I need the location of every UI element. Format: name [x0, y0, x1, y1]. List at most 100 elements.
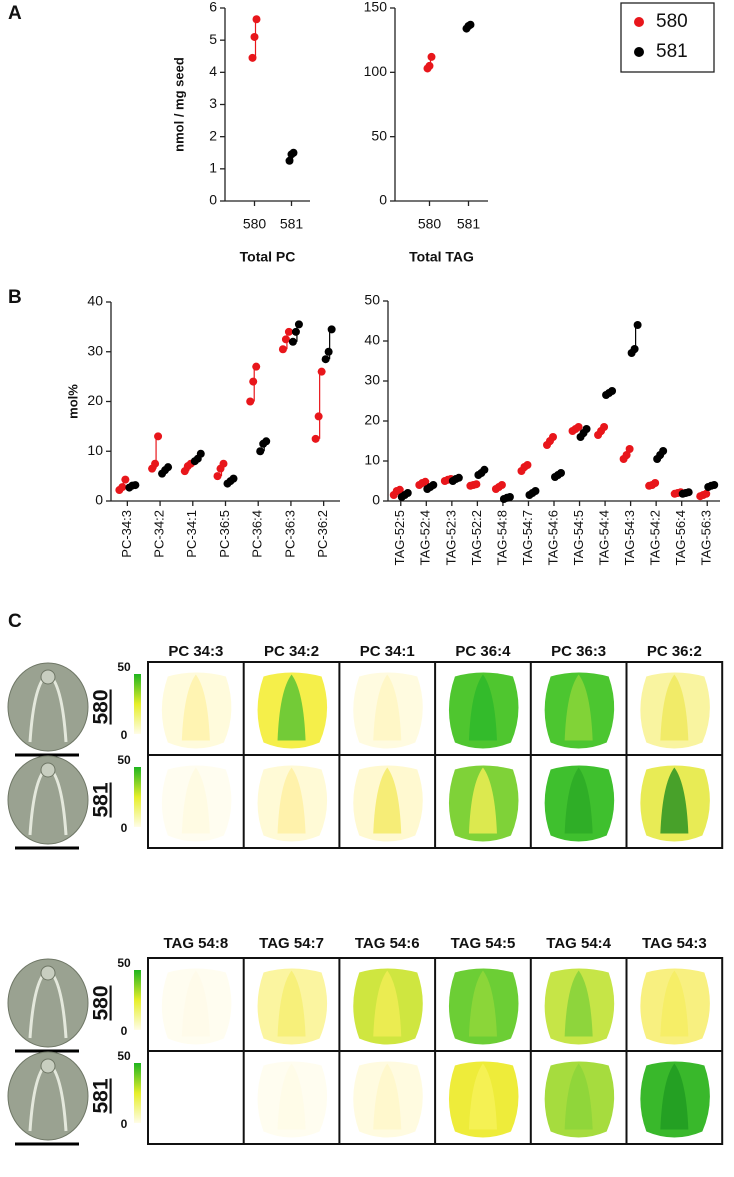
- column-header: PC 36:3: [551, 643, 606, 660]
- column-header: PC 36:2: [647, 643, 702, 660]
- data-point: [427, 52, 436, 61]
- y-tick-label: 40: [87, 293, 103, 309]
- x-tick-label: 581: [457, 216, 481, 232]
- color-scale-min: 0: [121, 821, 128, 835]
- color-scale: [134, 674, 141, 734]
- x-tick-label: TAG-52:2: [469, 510, 484, 565]
- data-point: [256, 447, 265, 456]
- data-point: [582, 425, 591, 433]
- legend-box: [620, 2, 715, 73]
- seed-embryo-signal: [564, 674, 593, 741]
- seed-embryo-signal: [564, 767, 593, 834]
- data-point: [219, 459, 228, 468]
- panel-label: A: [8, 3, 22, 24]
- row-label: 581: [90, 1078, 113, 1113]
- column-header: TAG 54:3: [642, 935, 707, 952]
- data-point: [395, 485, 404, 494]
- column-header: TAG 54:7: [259, 935, 324, 952]
- x-axis-title: Total PC: [240, 249, 296, 265]
- data-point: [472, 480, 481, 489]
- data-point: [131, 481, 140, 490]
- data-point: [246, 397, 255, 406]
- data-point: [480, 465, 489, 474]
- y-tick-label: 100: [364, 63, 388, 79]
- color-scale: [134, 1063, 141, 1123]
- data-point: [321, 355, 330, 364]
- data-point: [151, 459, 160, 468]
- x-tick-label: PC-34:2: [152, 510, 167, 558]
- data-point: [288, 337, 297, 346]
- panel-label: C: [8, 611, 22, 632]
- data-point: [196, 449, 205, 458]
- data-point: [702, 489, 711, 498]
- x-tick-label: TAG-56:3: [699, 510, 714, 565]
- row-label: 581: [90, 782, 113, 817]
- x-tick-label: PC-34:3: [119, 510, 134, 558]
- color-scale-min: 0: [121, 1024, 128, 1038]
- y-axis-title: mol%: [65, 384, 80, 419]
- y-tick-label: 4: [209, 63, 217, 79]
- data-point: [630, 345, 639, 353]
- data-point: [421, 477, 430, 486]
- legend-marker: [634, 17, 644, 27]
- seed-section: [7, 1051, 89, 1141]
- x-tick-label: 581: [280, 216, 304, 232]
- data-point: [324, 347, 333, 356]
- data-point: [466, 20, 475, 29]
- y-tick-label: 50: [364, 292, 380, 308]
- column-header: TAG 54:8: [163, 935, 228, 952]
- seed-embryo-signal: [468, 970, 497, 1037]
- data-point: [262, 437, 271, 446]
- seed-embryo-signal: [660, 1063, 689, 1130]
- color-scale-max: 50: [117, 956, 131, 970]
- data-point: [213, 472, 222, 481]
- x-tick-label: TAG-54:8: [494, 510, 509, 565]
- seed-embryo-signal: [468, 767, 497, 834]
- data-point: [154, 432, 163, 441]
- x-tick-label: TAG-54:6: [545, 510, 560, 565]
- y-tick-label: 50: [371, 127, 387, 143]
- x-tick-label: 580: [243, 216, 267, 232]
- data-point: [454, 473, 463, 482]
- x-tick-label: TAG-54:2: [648, 510, 663, 565]
- data-point: [710, 481, 719, 489]
- x-tick-label: TAG-54:3: [622, 510, 637, 565]
- seed-axis: [40, 669, 56, 685]
- y-tick-label: 5: [209, 31, 217, 47]
- legend-label: 580: [656, 11, 688, 32]
- y-tick-label: 150: [364, 0, 388, 15]
- seed-embryo-signal: [181, 674, 210, 741]
- seed-embryo-signal: [277, 970, 306, 1037]
- data-point: [311, 434, 320, 443]
- data-point: [574, 423, 583, 431]
- data-point: [531, 487, 540, 495]
- x-tick-label: TAG-52:5: [392, 510, 407, 565]
- data-point: [425, 61, 434, 70]
- data-point: [314, 412, 323, 421]
- seed-embryo-signal: [373, 674, 402, 741]
- color-scale-max: 50: [117, 753, 131, 767]
- data-point: [229, 474, 238, 483]
- data-point: [684, 488, 693, 497]
- y-tick-label: 10: [87, 442, 103, 458]
- color-scale: [134, 767, 141, 827]
- y-tick-label: 0: [379, 192, 387, 208]
- seed-embryo-signal: [468, 1063, 497, 1130]
- x-tick-label: PC-36:3: [282, 510, 297, 558]
- column-header: PC 34:1: [360, 643, 415, 660]
- data-point: [659, 447, 668, 455]
- data-point: [289, 148, 298, 157]
- color-scale-max: 50: [117, 660, 131, 674]
- data-point: [557, 469, 565, 477]
- seed-axis: [40, 762, 56, 778]
- data-point: [625, 445, 634, 453]
- data-point: [608, 387, 617, 395]
- seed-embryo-signal: [277, 767, 306, 834]
- column-header: PC 34:2: [264, 643, 319, 660]
- row-label: 580: [90, 689, 113, 724]
- column-header: PC 34:3: [168, 643, 223, 660]
- x-axis-title: Total TAG: [409, 249, 474, 265]
- seed-embryo-signal: [277, 674, 306, 741]
